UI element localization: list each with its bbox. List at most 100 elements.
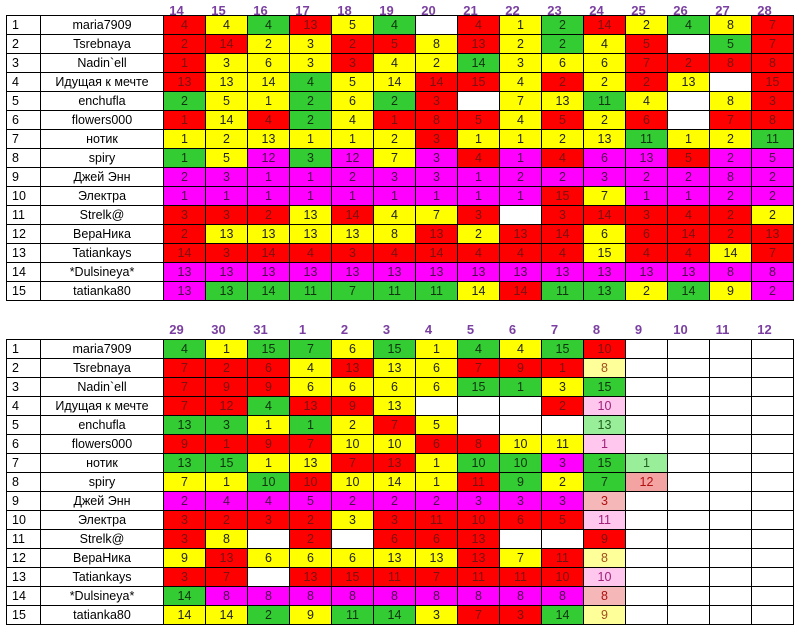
score-cell: [709, 510, 752, 530]
score-cell: [709, 72, 752, 92]
date-header: 26: [673, 3, 688, 18]
score-cell: 15: [331, 567, 374, 587]
date-header: 15: [211, 3, 226, 18]
score-cell: 2: [541, 396, 584, 416]
score-cell: 10: [499, 453, 542, 473]
score-cell: 1: [331, 129, 374, 149]
score-cell: 5: [373, 34, 416, 54]
row-number: 12: [6, 224, 41, 244]
score-cell: 3: [247, 510, 290, 530]
score-cell: 8: [205, 529, 248, 549]
score-cell: 8: [709, 262, 752, 282]
score-cell: [625, 491, 668, 511]
participant-name: Tatiankays: [40, 243, 164, 263]
participant-name: Strelk@: [40, 205, 164, 225]
score-cell: 2: [667, 53, 710, 73]
score-cell: 13: [373, 548, 416, 568]
row-number: 2: [6, 358, 41, 378]
score-cell: 11: [457, 472, 500, 492]
table-row: 8 spiry 1 5 12 3 12 7 3 4 1 4 6 13 5 2 5: [6, 148, 794, 168]
score-cell: 11: [499, 567, 542, 587]
participant-name: ВераНика: [40, 224, 164, 244]
score-cell: 7: [163, 358, 206, 378]
score-cell: 10: [583, 567, 626, 587]
score-cell: 11: [331, 605, 374, 625]
score-cell: 1: [499, 377, 542, 397]
score-cell: 9: [583, 605, 626, 625]
table-row: 6 flowers000 9 1 9 7 10 10 6 8 10 11 1: [6, 434, 794, 454]
score-cell: [709, 472, 752, 492]
score-cell: 4: [457, 243, 500, 263]
score-cell: 5: [289, 491, 332, 511]
score-cell: [625, 358, 668, 378]
score-cell: 2: [415, 53, 458, 73]
top-date-header-row: 14 15 16 17 18 19 20 21 22 23 24 25 26 27 28: [156, 2, 796, 20]
date-header: 19: [379, 3, 394, 18]
table-row: 1 maria7909 4 4 4 13 5 4 4 1 2 14 2 4 8 7: [6, 15, 794, 35]
score-cell: [751, 605, 794, 625]
score-cell: 13: [289, 224, 332, 244]
score-cell: [625, 567, 668, 587]
score-cell: 9: [583, 529, 626, 549]
score-cell: [331, 529, 374, 549]
table-row: 14 *Dulsineya* 14 8 8 8 8 8 8 8 8 8 8: [6, 586, 794, 606]
score-cell: 14: [163, 243, 206, 263]
score-cell: [457, 91, 500, 111]
score-cell: [751, 339, 794, 359]
score-cell: 14: [247, 243, 290, 263]
score-cell: 1: [331, 186, 374, 206]
score-cell: 1: [163, 129, 206, 149]
score-cell: 2: [541, 472, 584, 492]
score-cell: 5: [457, 110, 500, 130]
score-cell: [625, 396, 668, 416]
table-row: 10 Электра 1 1 1 1 1 1 1 1 1 15 7 1 1 2 2: [6, 186, 794, 206]
score-cell: 2: [667, 167, 710, 187]
score-cell: 14: [331, 205, 374, 225]
score-cell: 4: [373, 243, 416, 263]
row-number: 9: [6, 491, 41, 511]
score-cell: 8: [415, 110, 458, 130]
row-number: 10: [6, 186, 41, 206]
score-cell: 11: [373, 567, 416, 587]
score-cell: 8: [415, 34, 458, 54]
table-row: 7 нотик 13 15 1 13 7 13 1 10 10 3 15 1: [6, 453, 794, 473]
score-cell: 8: [751, 53, 794, 73]
score-cell: 4: [667, 243, 710, 263]
score-cell: 4: [289, 243, 332, 263]
date-header: 29: [169, 322, 184, 337]
score-cell: 8: [751, 110, 794, 130]
score-cell: 7: [751, 243, 794, 263]
row-number: 14: [6, 262, 41, 282]
score-cell: 1: [247, 186, 290, 206]
score-cell: 2: [625, 15, 668, 35]
date-header: 20: [421, 3, 436, 18]
score-cell: [709, 491, 752, 511]
score-cell: 2: [583, 110, 626, 130]
score-cell: 1: [457, 167, 500, 187]
score-cell: 2: [541, 167, 584, 187]
score-cell: 14: [457, 53, 500, 73]
score-cell: 5: [625, 34, 668, 54]
score-cell: 8: [709, 53, 752, 73]
score-cell: 8: [709, 15, 752, 35]
score-cell: [667, 491, 710, 511]
row-number: 6: [6, 110, 41, 130]
score-cell: [667, 34, 710, 54]
score-cell: 2: [205, 358, 248, 378]
score-cell: 8: [751, 262, 794, 282]
score-cell: 2: [331, 34, 374, 54]
score-cell: 4: [583, 34, 626, 54]
score-cell: 13: [415, 548, 458, 568]
score-cell: [667, 453, 710, 473]
score-cell: 3: [331, 243, 374, 263]
score-cell: 3: [415, 167, 458, 187]
score-cell: 8: [709, 91, 752, 111]
date-header: 21: [463, 3, 478, 18]
row-number: 5: [6, 91, 41, 111]
score-cell: 2: [331, 491, 374, 511]
score-cell: 2: [541, 72, 584, 92]
score-cell: 2: [709, 148, 752, 168]
participant-name: maria7909: [40, 15, 164, 35]
score-cell: 7: [289, 339, 332, 359]
score-cell: [709, 339, 752, 359]
